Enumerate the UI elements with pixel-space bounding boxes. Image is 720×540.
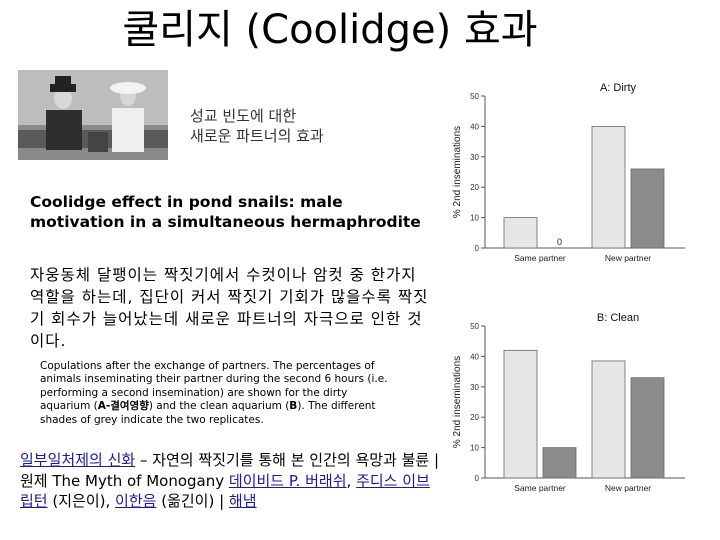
y-tick-label: 10 <box>470 444 479 453</box>
y-tick-label: 30 <box>470 383 479 392</box>
bar-new-partner-replicate-2 <box>630 377 665 479</box>
y-tick-label: 0 <box>475 244 480 253</box>
y-tick-label: 0 <box>475 474 480 483</box>
caption-text-3: ). The different shades of grey indicate… <box>40 400 376 426</box>
bar-same-partner-replicate-2 <box>542 447 577 479</box>
author-2-link[interactable]: 주디스 이브 립턴 <box>20 471 430 511</box>
y-tick-label: 50 <box>470 322 479 331</box>
caption-bold-b: B <box>289 400 298 413</box>
y-tick-label: 20 <box>470 413 479 422</box>
y-axis-label: % 2nd inseminations <box>452 126 463 218</box>
panel-label: B: Clean <box>597 312 639 324</box>
slide-subtitle: 성교 빈도에 대한 새로운 파트너의 효과 <box>190 107 324 145</box>
bar-new-partner-replicate-1 <box>591 360 626 479</box>
slide-title: 쿨리지 (Coolidge) 효과 <box>122 7 538 53</box>
y-tick-label: 20 <box>470 183 479 192</box>
figure-caption: Copulations after the exchange of partne… <box>40 360 395 427</box>
y-tick-label: 40 <box>470 122 479 131</box>
y-axis-label: % 2nd inseminations <box>452 356 463 448</box>
translator-link[interactable]: 이한음 <box>115 492 157 510</box>
reference-text-1: – 자연의 짝짓기를 통해 본 인간의 욕망과 불륜 | 원제 The Myth… <box>20 451 440 490</box>
caption-bold-a: A-결여영향 <box>97 400 149 413</box>
x-tick-label: New partner <box>605 483 651 493</box>
coolidge-couple-photo <box>18 70 168 160</box>
reference-text-2: (지은이), <box>47 492 116 510</box>
bar-same-partner-replicate-1 <box>503 217 538 249</box>
x-tick-label: Same partner <box>514 253 566 263</box>
reference-text-3: (옮긴이) | <box>156 492 229 510</box>
caption-text-2: ) and the clean aquarium ( <box>148 400 290 413</box>
korean-summary: 자웅동체 달팽이는 짝짓기에서 수컷이나 암컷 중 한가지 역할을 하는데, 집… <box>30 266 429 350</box>
reference-separator: , <box>346 471 357 490</box>
x-tick-label: New partner <box>605 253 651 263</box>
bar-new-partner-replicate-2 <box>630 168 665 249</box>
bar-same-partner-replicate-1 <box>503 349 538 479</box>
y-tick-label: 10 <box>470 214 479 223</box>
caption-text-1: Copulations after the exchange of partne… <box>40 360 388 413</box>
bar-value-label: 0 <box>557 237 562 247</box>
panel-label: A: Dirty <box>600 82 637 94</box>
bar-new-partner-replicate-1 <box>591 126 626 249</box>
paper-title: Coolidge effect in pond snails: male mot… <box>30 193 421 231</box>
book-title-link[interactable]: 일부일처제의 신화 <box>20 451 136 469</box>
x-tick-label: Same partner <box>514 483 566 493</box>
author-1-link[interactable]: 데이비드 P. 버래쉬 <box>228 471 347 490</box>
chart-panel-a-dirty: A: Dirty 0 10 20 30 40 50 % 2nd inseminations 0 S… <box>452 82 685 263</box>
book-reference: 일부일처제의 신화 – 자연의 짝짓기를 통해 본 인간의 욕망과 불륜 | 원… <box>20 450 440 512</box>
chart-panel-b-clean: B: Clean 0 10 20 30 40 50 % 2nd inseminations Sa… <box>452 312 685 493</box>
y-tick-label: 30 <box>470 153 479 162</box>
publisher-link[interactable]: 해냄 <box>228 492 257 510</box>
y-tick-label: 50 <box>470 92 479 101</box>
y-tick-label: 40 <box>470 352 479 361</box>
